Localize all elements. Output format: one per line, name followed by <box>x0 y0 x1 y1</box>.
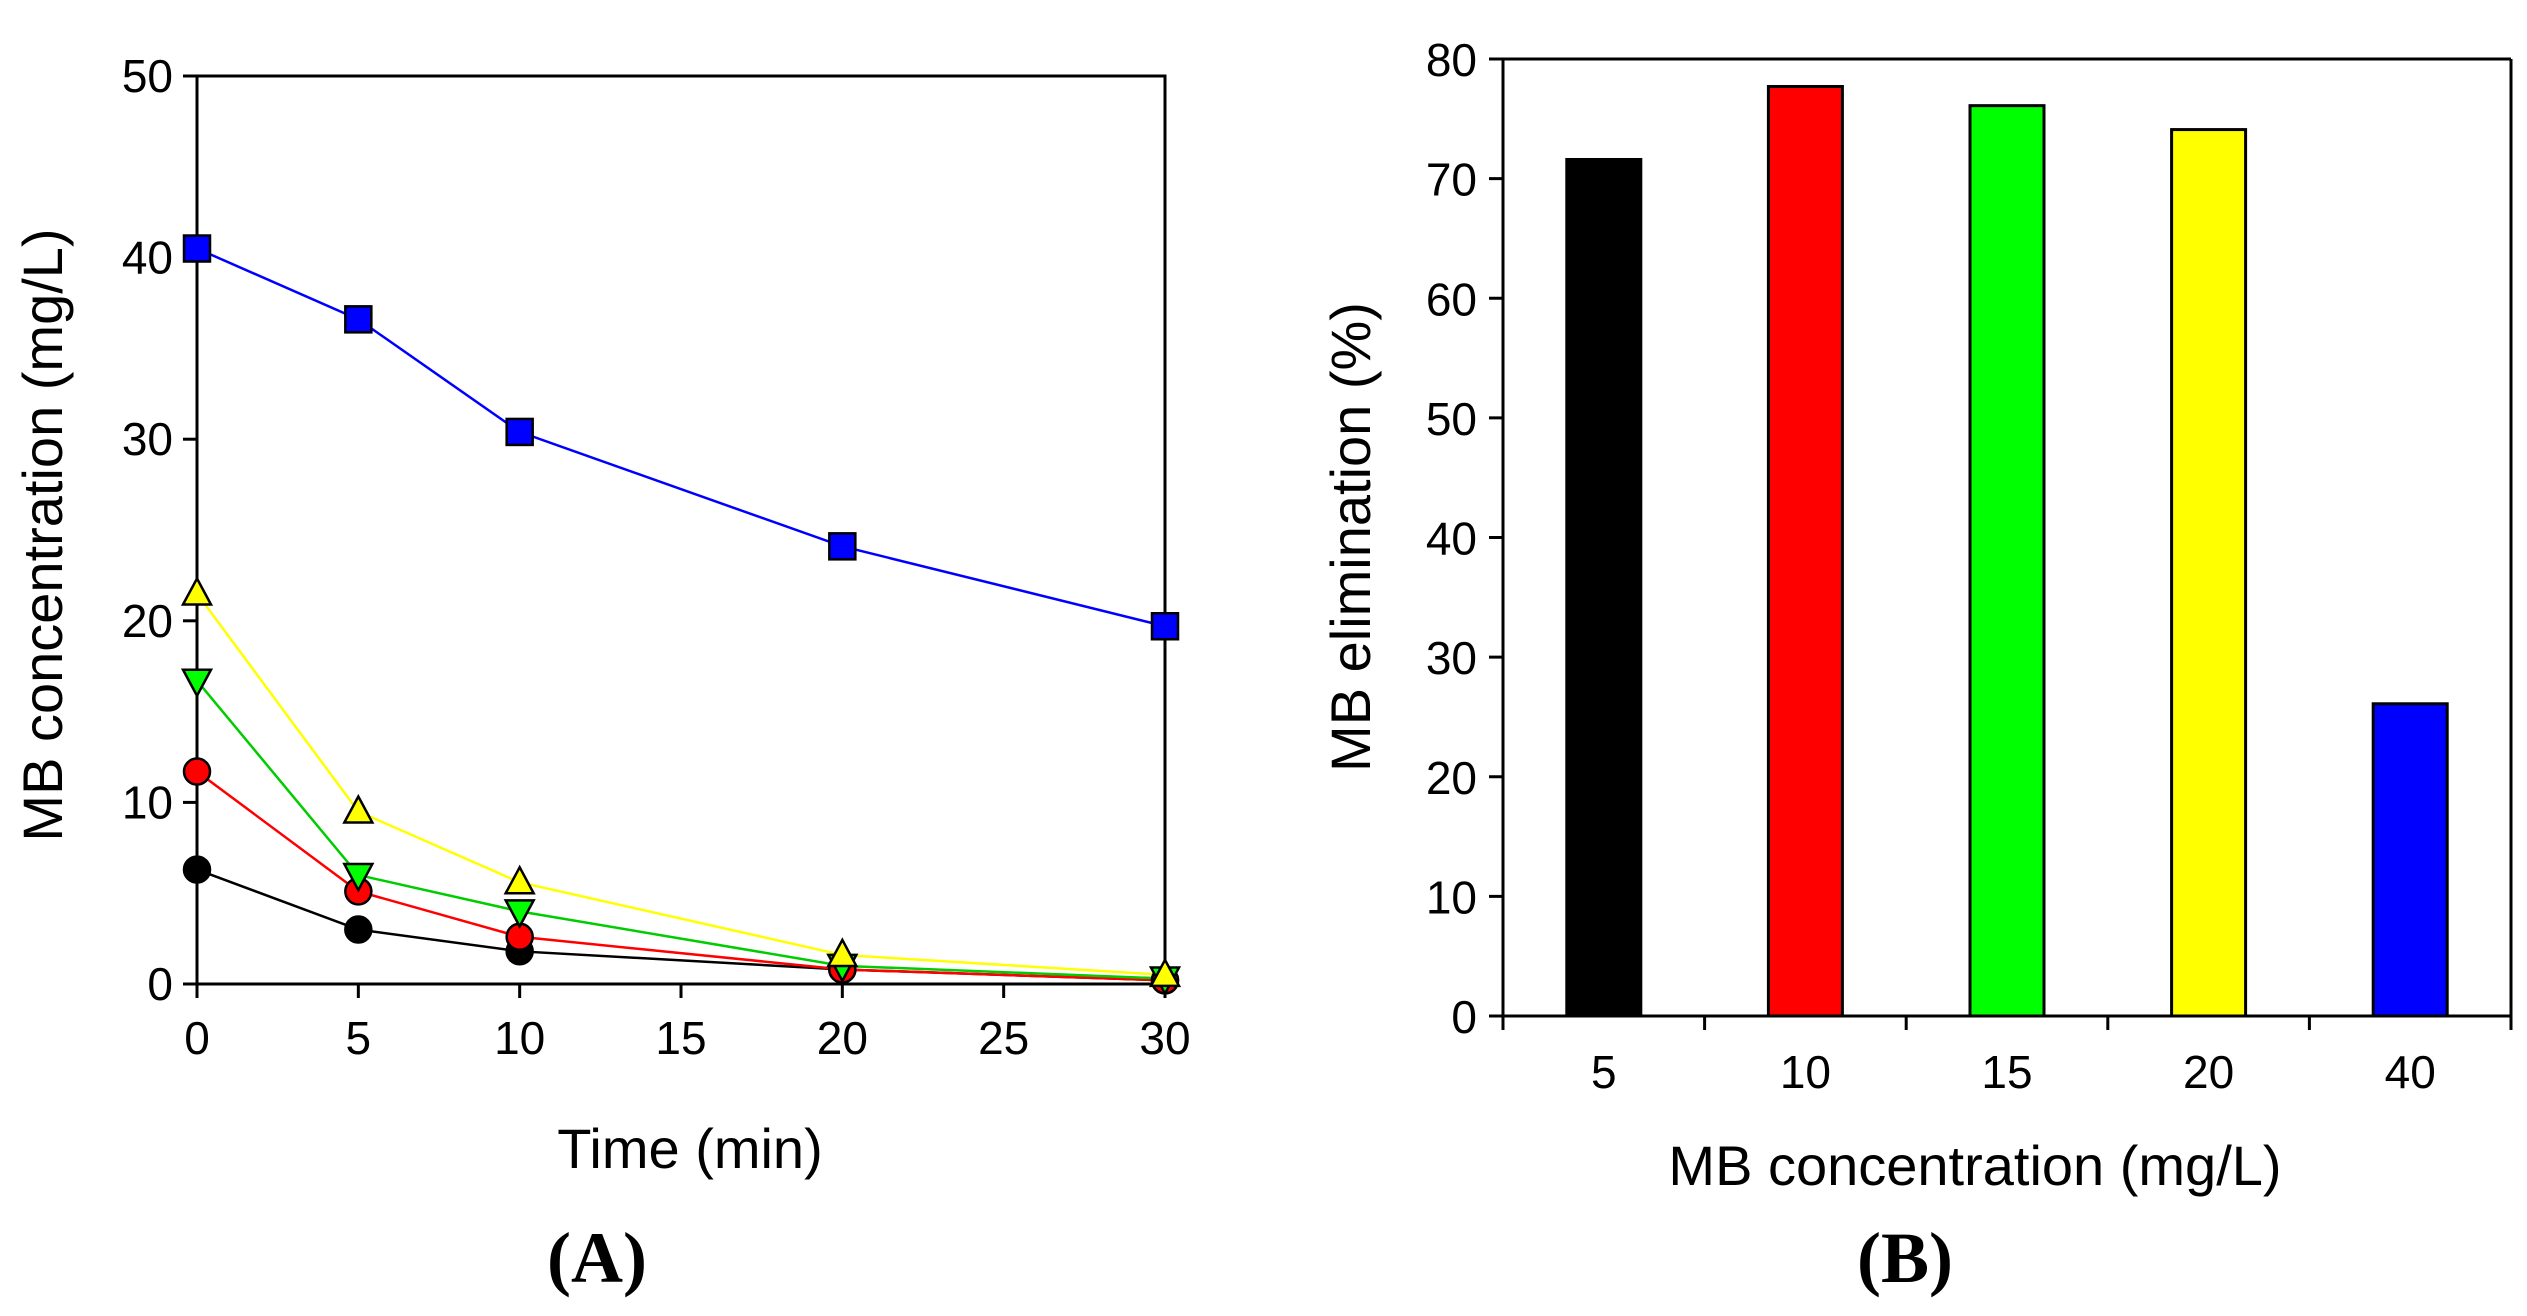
b-y-tick-label: 40 <box>1426 513 1477 565</box>
bar-10 <box>1766 85 1844 1018</box>
a-x-tick-label: 25 <box>978 1012 1029 1064</box>
panel-a-x-axis-label: Time (min) <box>557 1117 822 1180</box>
panel-b-y-axis-label: MB elimination (%) <box>1319 302 1382 772</box>
panel-a-series-lines <box>195 247 1166 982</box>
data-point-40-mg-l <box>505 417 534 447</box>
data-point-20-mg-l <box>342 793 375 824</box>
data-point-15-mg-l <box>180 668 214 699</box>
b-y-tick-label: 60 <box>1426 273 1477 325</box>
b-y-tick-label: 50 <box>1426 393 1477 445</box>
series-line-40-mg-l <box>196 247 1166 628</box>
b-x-tick-label: 15 <box>1981 1046 2032 1098</box>
a-y-tick-label: 50 <box>122 50 173 102</box>
series-line-15-mg-l <box>196 679 1166 980</box>
panel-b-x-ticks: 5 10 15 20 40 <box>1501 1016 2513 1098</box>
bar-40 <box>2371 702 2449 1018</box>
b-x-tick-label: 40 <box>2385 1046 2436 1098</box>
panel-a-plot-frame <box>195 74 1167 986</box>
a-y-tick-label: 10 <box>122 776 173 828</box>
data-point-20-mg-l <box>503 864 536 895</box>
data-point-20-mg-l <box>826 937 859 968</box>
bar-15 <box>1968 104 2046 1018</box>
data-point-20-mg-l <box>180 575 214 606</box>
data-point-40-mg-l <box>1150 611 1180 641</box>
panel-b-caption: (B) <box>1857 1218 1953 1298</box>
a-y-tick-label: 30 <box>122 413 173 465</box>
panel-a-y-ticks: 0 10 20 30 40 50 <box>122 50 197 1010</box>
panel-a-x-ticks: 0 5 10 15 20 25 30 <box>184 984 1191 1064</box>
b-y-tick-label: 10 <box>1426 871 1477 923</box>
b-y-tick-label: 0 <box>1451 991 1477 1043</box>
panel-b-bar-chart: 0 10 20 30 40 50 60 70 80 5 10 15 20 40 MB concentra… <box>1319 34 2513 1298</box>
series-line-10-mg-l <box>196 770 1166 982</box>
data-point-5-mg-l <box>182 855 212 884</box>
b-y-tick-label: 20 <box>1426 752 1477 804</box>
bar-20 <box>2170 128 2248 1018</box>
data-point-20-mg-l <box>1148 957 1182 988</box>
panel-a-series-markers <box>180 234 1182 997</box>
a-y-tick-label: 40 <box>122 232 173 284</box>
a-x-tick-label: 10 <box>494 1012 545 1064</box>
a-x-tick-label: 5 <box>346 1012 372 1064</box>
a-x-tick-label: 15 <box>655 1012 706 1064</box>
panel-a-y-axis-label: MB concentration (mg/L) <box>11 228 74 841</box>
a-y-tick-label: 0 <box>147 958 173 1010</box>
b-y-tick-label: 80 <box>1426 34 1477 86</box>
a-x-tick-label: 0 <box>184 1012 210 1064</box>
panel-a-line-chart: 0 10 20 30 40 50 0 5 10 15 20 25 30 Time (min) MB c… <box>11 50 1191 1298</box>
data-point-40-mg-l <box>828 532 857 561</box>
panel-b-y-ticks: 0 10 20 30 40 50 60 70 80 <box>1426 34 1503 1043</box>
panel-b-x-axis-label: MB concentration (mg/L) <box>1668 1134 2281 1197</box>
b-x-tick-label: 5 <box>1591 1046 1617 1098</box>
a-x-tick-label: 30 <box>1139 1012 1190 1064</box>
a-y-tick-label: 20 <box>122 595 173 647</box>
b-y-tick-label: 70 <box>1426 154 1477 206</box>
data-point-15-mg-l <box>342 862 375 893</box>
series-line-20-mg-l <box>195 592 1166 977</box>
series-line-5-mg-l <box>196 868 1166 982</box>
data-point-40-mg-l <box>182 234 212 263</box>
data-point-40-mg-l <box>344 305 373 334</box>
panel-b-bars <box>1565 85 2449 1018</box>
bar-5 <box>1565 157 1643 1018</box>
b-y-tick-label: 30 <box>1426 632 1477 684</box>
b-x-tick-label: 20 <box>2183 1046 2234 1098</box>
data-point-10-mg-l <box>182 757 212 786</box>
a-x-tick-label: 20 <box>817 1012 868 1064</box>
data-point-5-mg-l <box>344 915 373 944</box>
data-point-15-mg-l <box>503 899 536 929</box>
b-x-tick-label: 10 <box>1780 1046 1831 1098</box>
panel-a-caption: (A) <box>547 1218 647 1298</box>
